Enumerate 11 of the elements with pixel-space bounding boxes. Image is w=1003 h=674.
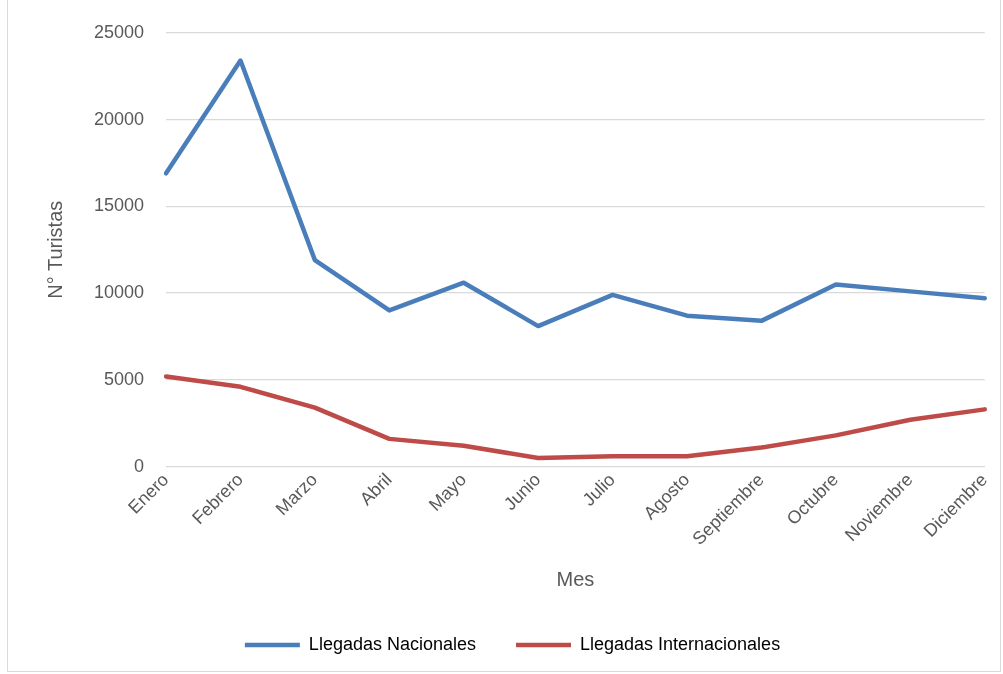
y-axis-title: N° Turistas [43, 200, 66, 299]
y-tick-label: 5000 [104, 368, 145, 389]
y-tick-label: 10000 [93, 282, 145, 303]
x-tick-label: Julio [578, 469, 619, 510]
x-axis-title: Mes [556, 567, 595, 590]
y-tick-label: 25000 [93, 21, 145, 42]
legend-label: Llegadas Nacionales [308, 633, 476, 654]
y-tick-label: 20000 [93, 108, 145, 129]
y-tick-label: 0 [134, 455, 145, 476]
legend-label: Llegadas Internacionales [579, 633, 781, 654]
y-tick-label: 15000 [93, 195, 145, 216]
